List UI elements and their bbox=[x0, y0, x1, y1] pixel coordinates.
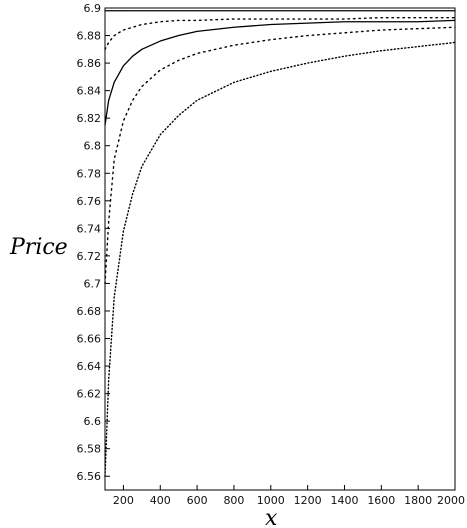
x-tick-label: 400 bbox=[150, 494, 171, 507]
y-tick-label: 6.6 bbox=[84, 415, 102, 428]
y-tick-label: 6.68 bbox=[77, 305, 102, 318]
x-axis-ticks: 200 400 600 800 1000 1200 1400 1600 1800 2000 bbox=[113, 485, 465, 507]
x-tick-label: 1600 bbox=[367, 494, 395, 507]
y-tick-label: 6.74 bbox=[77, 222, 102, 235]
y-tick-label: 6.88 bbox=[77, 30, 102, 43]
x-tick-label: 1200 bbox=[294, 494, 322, 507]
y-tick-label: 6.62 bbox=[77, 388, 102, 401]
y-tick-label: 6.7 bbox=[84, 277, 102, 290]
y-tick-label: 6.58 bbox=[77, 443, 102, 456]
series-layer bbox=[104, 10, 456, 477]
series-line-2 bbox=[104, 16, 456, 51]
x-tick-label: 800 bbox=[223, 494, 244, 507]
y-axis-label: Price bbox=[9, 235, 68, 260]
x-axis-label: x bbox=[265, 506, 278, 528]
y-tick-label: 6.76 bbox=[77, 195, 102, 208]
y-axis-ticks: 6.56 6.58 6.6 6.62 6.64 6.66 6.68 6.7 6.72 6.74 6.… bbox=[77, 2, 110, 483]
y-tick-label: 6.86 bbox=[77, 57, 102, 70]
y-tick-label: 6.56 bbox=[77, 470, 102, 483]
plot-frame bbox=[104, 7, 456, 491]
y-tick-label: 6.78 bbox=[77, 167, 102, 180]
x-tick-label: 1800 bbox=[404, 494, 432, 507]
y-tick-label: 6.64 bbox=[77, 360, 102, 373]
x-tick-label: 2000 bbox=[437, 494, 465, 507]
series-line-4 bbox=[104, 41, 456, 477]
series-line-3 bbox=[104, 26, 456, 285]
x-tick-label: 1400 bbox=[330, 494, 358, 507]
y-tick-label: 6.8 bbox=[84, 140, 102, 153]
y-tick-label: 6.72 bbox=[77, 250, 102, 263]
y-tick-label: 6.84 bbox=[77, 85, 102, 98]
series-line-1 bbox=[104, 19, 456, 126]
y-tick-label: 6.66 bbox=[77, 333, 102, 346]
x-tick-label: 200 bbox=[113, 494, 134, 507]
x-tick-label: 600 bbox=[187, 494, 208, 507]
x-tick-label: 1000 bbox=[257, 494, 285, 507]
y-tick-label: 6.82 bbox=[77, 112, 102, 125]
y-tick-label: 6.9 bbox=[84, 2, 102, 15]
